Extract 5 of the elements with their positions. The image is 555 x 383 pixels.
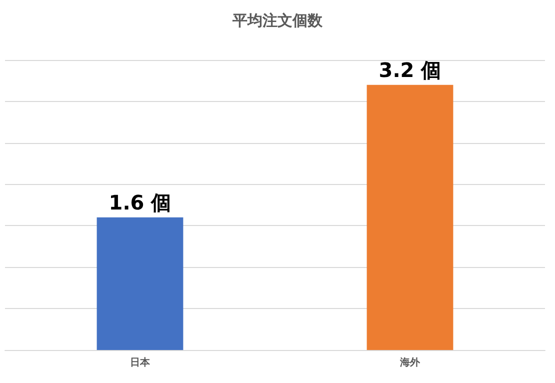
data-label: 1.6 個 — [108, 190, 172, 214]
x-tick-label: 日本 — [130, 356, 151, 368]
chart-title: 平均注文個数 — [232, 12, 324, 30]
data-label: 3.2 個 — [378, 58, 442, 82]
x-tick-label: 海外 — [399, 356, 421, 368]
